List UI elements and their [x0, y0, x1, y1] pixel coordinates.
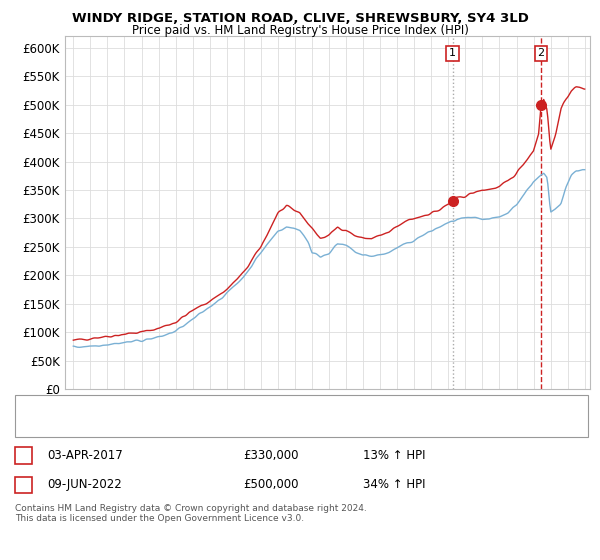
Text: HPI: Average price, detached house, Shropshire: HPI: Average price, detached house, Shro… [67, 421, 333, 431]
Text: WINDY RIDGE, STATION ROAD, CLIVE, SHREWSBURY, SY4 3LD (detached house): WINDY RIDGE, STATION ROAD, CLIVE, SHREWS… [67, 402, 512, 412]
Text: 34% ↑ HPI: 34% ↑ HPI [363, 478, 425, 492]
Text: 09-JUN-2022: 09-JUN-2022 [47, 478, 122, 492]
Text: 1: 1 [20, 449, 27, 463]
Text: £330,000: £330,000 [243, 449, 299, 463]
Text: 2: 2 [538, 49, 545, 58]
Text: 1: 1 [449, 49, 456, 58]
Text: Price paid vs. HM Land Registry's House Price Index (HPI): Price paid vs. HM Land Registry's House … [131, 24, 469, 36]
Text: 2: 2 [20, 478, 27, 492]
Text: WINDY RIDGE, STATION ROAD, CLIVE, SHREWSBURY, SY4 3LD: WINDY RIDGE, STATION ROAD, CLIVE, SHREWS… [71, 12, 529, 25]
Text: 03-APR-2017: 03-APR-2017 [47, 449, 122, 463]
Text: Contains HM Land Registry data © Crown copyright and database right 2024.
This d: Contains HM Land Registry data © Crown c… [15, 504, 367, 523]
Text: £500,000: £500,000 [243, 478, 299, 492]
Text: 13% ↑ HPI: 13% ↑ HPI [363, 449, 425, 463]
